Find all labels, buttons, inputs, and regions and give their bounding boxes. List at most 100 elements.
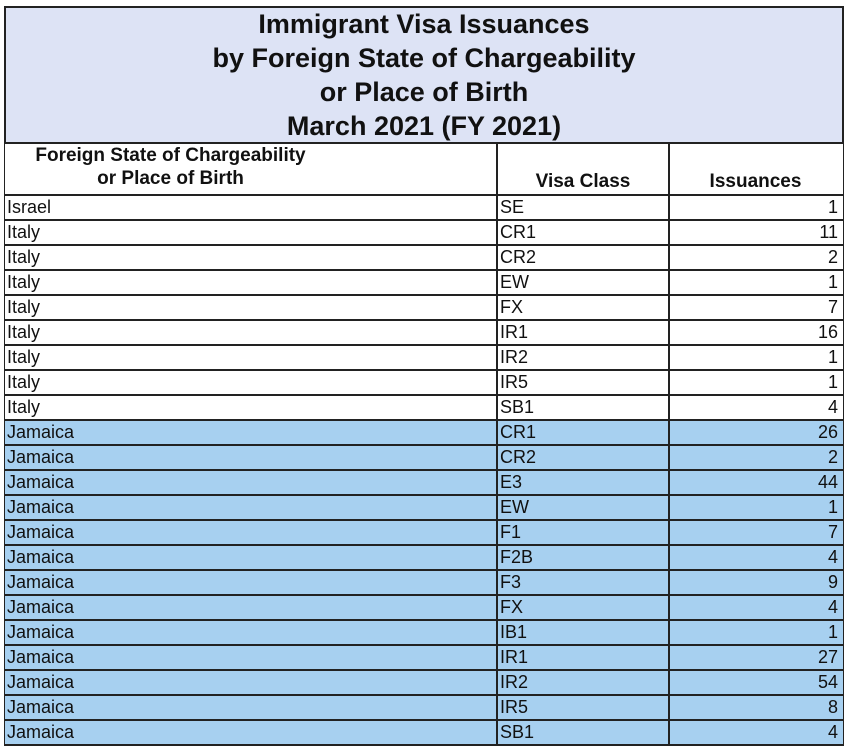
table-row[interactable]: Jamaica CR1 26 bbox=[5, 421, 843, 446]
country-cell[interactable]: Jamaica bbox=[5, 671, 498, 694]
issuances-cell[interactable]: 1 bbox=[827, 622, 838, 642]
visa-class-cell[interactable]: CR1 bbox=[498, 221, 670, 244]
issuances-cell[interactable]: 1 bbox=[827, 347, 838, 367]
table-row[interactable]: Jamaica SB1 4 bbox=[5, 721, 843, 746]
table-row[interactable]: Italy IR1 16 bbox=[5, 321, 843, 346]
issuances-cell[interactable]: 16 bbox=[817, 322, 838, 342]
visa-class-cell[interactable]: F2B bbox=[498, 546, 670, 569]
column-header-issuances-label: Issuances bbox=[709, 171, 802, 192]
country-cell[interactable]: Italy bbox=[5, 321, 498, 344]
table-body: Israel SE 1 Italy CR1 11 Italy CR2 2 Italy EW 1 Ital… bbox=[4, 196, 844, 746]
table-row[interactable]: Jamaica CR2 2 bbox=[5, 446, 843, 471]
visa-class-cell[interactable]: CR1 bbox=[498, 421, 670, 444]
table-row[interactable]: Jamaica F1 7 bbox=[5, 521, 843, 546]
visa-class-cell[interactable]: CR2 bbox=[498, 446, 670, 469]
table-row[interactable]: Jamaica E3 44 bbox=[5, 471, 843, 496]
table-row[interactable]: Italy IR5 1 bbox=[5, 371, 843, 396]
table-row[interactable]: Jamaica IR1 27 bbox=[5, 646, 843, 671]
visa-class-cell[interactable]: EW bbox=[498, 271, 670, 294]
column-header-country-line2: or Place of Birth bbox=[97, 168, 244, 189]
country-cell[interactable]: Italy bbox=[5, 396, 498, 419]
table-row[interactable]: Jamaica IR5 8 bbox=[5, 696, 843, 721]
table-row[interactable]: Italy FX 7 bbox=[5, 296, 843, 321]
country-cell[interactable]: Jamaica bbox=[5, 571, 498, 594]
country-cell[interactable]: Italy bbox=[5, 271, 498, 294]
visa-class-cell[interactable]: SB1 bbox=[498, 396, 670, 419]
visa-class-cell[interactable]: IR5 bbox=[498, 696, 670, 719]
issuances-cell[interactable]: 2 bbox=[827, 447, 838, 467]
table-row[interactable]: Italy CR1 11 bbox=[5, 221, 843, 246]
title-line: March 2021 (FY 2021) bbox=[286, 111, 562, 141]
issuances-cell[interactable]: 1 bbox=[827, 272, 838, 292]
title-line: Immigrant Visa Issuances bbox=[258, 9, 590, 39]
visa-class-cell[interactable]: F1 bbox=[498, 521, 670, 544]
column-header-visa-class-label: Visa Class bbox=[535, 171, 631, 192]
column-header-country-line1: Foreign State of Chargeability bbox=[35, 145, 306, 166]
visa-class-cell[interactable]: SE bbox=[498, 196, 670, 219]
table-row[interactable]: Jamaica FX 4 bbox=[5, 596, 843, 621]
visa-class-cell[interactable]: IR2 bbox=[498, 671, 670, 694]
visa-class-cell[interactable]: IR5 bbox=[498, 371, 670, 394]
table-row[interactable]: Jamaica IR2 54 bbox=[5, 671, 843, 696]
visa-class-cell[interactable]: CR2 bbox=[498, 246, 670, 269]
title-line: by Foreign State of Chargeability bbox=[212, 43, 636, 73]
country-cell[interactable]: Jamaica bbox=[5, 471, 498, 494]
country-cell[interactable]: Italy bbox=[5, 346, 498, 369]
country-cell[interactable]: Jamaica bbox=[5, 646, 498, 669]
visa-class-cell[interactable]: EW bbox=[498, 496, 670, 519]
visa-class-cell[interactable]: IR2 bbox=[498, 346, 670, 369]
issuances-cell[interactable]: 8 bbox=[827, 697, 838, 717]
country-cell[interactable]: Jamaica bbox=[5, 446, 498, 469]
table-row[interactable]: Italy CR2 2 bbox=[5, 246, 843, 271]
title-line: or Place of Birth bbox=[319, 77, 529, 107]
issuances-cell[interactable]: 4 bbox=[827, 397, 838, 417]
visa-class-cell[interactable]: FX bbox=[498, 296, 670, 319]
issuances-cell[interactable]: 1 bbox=[827, 197, 838, 217]
table-row[interactable]: Israel SE 1 bbox=[5, 196, 843, 221]
country-cell[interactable]: Jamaica bbox=[5, 596, 498, 619]
country-cell[interactable]: Jamaica bbox=[5, 696, 498, 719]
issuances-cell[interactable]: 2 bbox=[827, 247, 838, 267]
visa-class-cell[interactable]: FX bbox=[498, 596, 670, 619]
issuances-cell[interactable]: 7 bbox=[827, 522, 838, 542]
table-row[interactable]: Jamaica F3 9 bbox=[5, 571, 843, 596]
issuances-cell[interactable]: 7 bbox=[827, 297, 838, 317]
issuances-cell[interactable]: 9 bbox=[827, 572, 838, 592]
table-row[interactable]: Italy SB1 4 bbox=[5, 396, 843, 421]
visa-class-cell[interactable]: IR1 bbox=[498, 321, 670, 344]
column-header-issuances: Issuances bbox=[670, 144, 841, 194]
country-cell[interactable]: Italy bbox=[5, 296, 498, 319]
issuances-cell[interactable]: 4 bbox=[827, 597, 838, 617]
issuances-cell[interactable]: 1 bbox=[827, 372, 838, 392]
issuances-cell[interactable]: 27 bbox=[817, 647, 838, 667]
table-row[interactable]: Jamaica EW 1 bbox=[5, 496, 843, 521]
country-cell[interactable]: Jamaica bbox=[5, 496, 498, 519]
issuances-cell[interactable]: 11 bbox=[819, 222, 838, 242]
issuances-cell[interactable]: 4 bbox=[827, 722, 838, 742]
country-cell[interactable]: Jamaica bbox=[5, 421, 498, 444]
country-cell[interactable]: Jamaica bbox=[5, 721, 498, 744]
country-cell[interactable]: Italy bbox=[5, 221, 498, 244]
report-title: Immigrant Visa Issuances by Foreign Stat… bbox=[4, 6, 844, 144]
country-cell[interactable]: Italy bbox=[5, 246, 498, 269]
table-row[interactable]: Italy EW 1 bbox=[5, 271, 843, 296]
issuances-cell[interactable]: 54 bbox=[817, 672, 838, 692]
issuances-cell[interactable]: 4 bbox=[827, 547, 838, 567]
visa-class-cell[interactable]: SB1 bbox=[498, 721, 670, 744]
table-row[interactable]: Italy IR2 1 bbox=[5, 346, 843, 371]
country-cell[interactable]: Italy bbox=[5, 371, 498, 394]
issuances-cell[interactable]: 26 bbox=[817, 422, 838, 442]
issuances-cell[interactable]: 44 bbox=[817, 472, 838, 492]
table-row[interactable]: Jamaica F2B 4 bbox=[5, 546, 843, 571]
visa-class-cell[interactable]: IR1 bbox=[498, 646, 670, 669]
column-header-country: Foreign State of Chargeability or Place … bbox=[5, 144, 498, 194]
country-cell[interactable]: Jamaica bbox=[5, 621, 498, 644]
country-cell[interactable]: Jamaica bbox=[5, 546, 498, 569]
issuances-cell[interactable]: 1 bbox=[827, 497, 838, 517]
country-cell[interactable]: Jamaica bbox=[5, 521, 498, 544]
visa-class-cell[interactable]: E3 bbox=[498, 471, 670, 494]
country-cell[interactable]: Israel bbox=[5, 196, 498, 219]
table-row[interactable]: Jamaica IB1 1 bbox=[5, 621, 843, 646]
visa-class-cell[interactable]: IB1 bbox=[498, 621, 670, 644]
visa-class-cell[interactable]: F3 bbox=[498, 571, 670, 594]
